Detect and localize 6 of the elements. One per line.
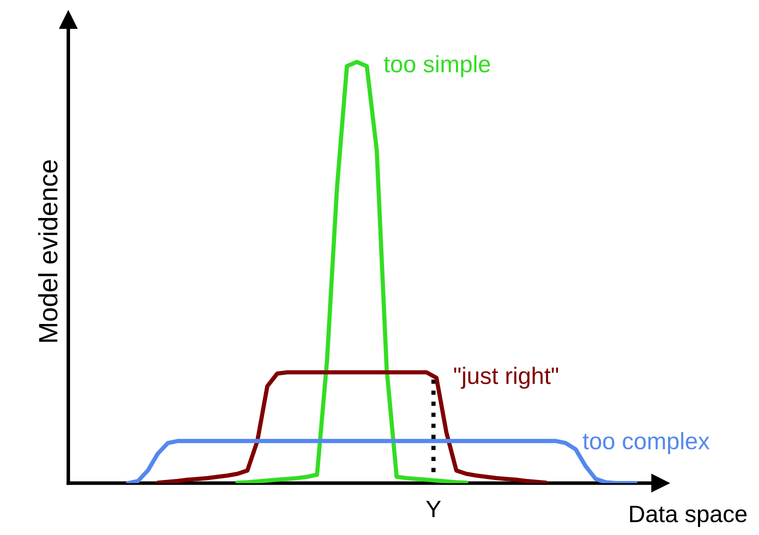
series-label: "just right" [454, 366, 558, 389]
text: Y [426, 500, 441, 518]
y-axis-title: Model evidence [38, 160, 58, 342]
series-label: too simple [384, 55, 490, 78]
series-label: too complex [582, 432, 710, 454]
x-axis-title: Data space [630, 506, 747, 527]
